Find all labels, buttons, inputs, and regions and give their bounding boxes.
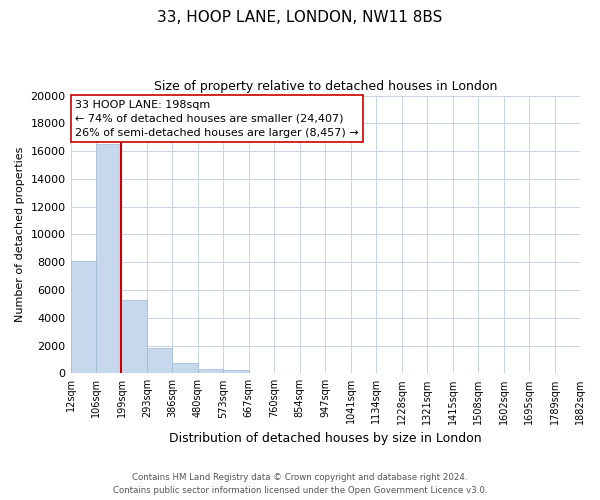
Bar <box>147 348 172 374</box>
Y-axis label: Number of detached properties: Number of detached properties <box>15 146 25 322</box>
Bar <box>198 369 223 374</box>
Bar <box>71 261 96 374</box>
Bar <box>96 144 121 374</box>
Text: 33 HOOP LANE: 198sqm
← 74% of detached houses are smaller (24,407)
26% of semi-d: 33 HOOP LANE: 198sqm ← 74% of detached h… <box>75 100 359 138</box>
Bar <box>223 370 249 374</box>
Bar <box>121 300 147 374</box>
Text: Contains HM Land Registry data © Crown copyright and database right 2024.
Contai: Contains HM Land Registry data © Crown c… <box>113 474 487 495</box>
Bar <box>172 363 198 374</box>
Title: Size of property relative to detached houses in London: Size of property relative to detached ho… <box>154 80 497 93</box>
Text: 33, HOOP LANE, LONDON, NW11 8BS: 33, HOOP LANE, LONDON, NW11 8BS <box>157 10 443 25</box>
X-axis label: Distribution of detached houses by size in London: Distribution of detached houses by size … <box>169 432 482 445</box>
